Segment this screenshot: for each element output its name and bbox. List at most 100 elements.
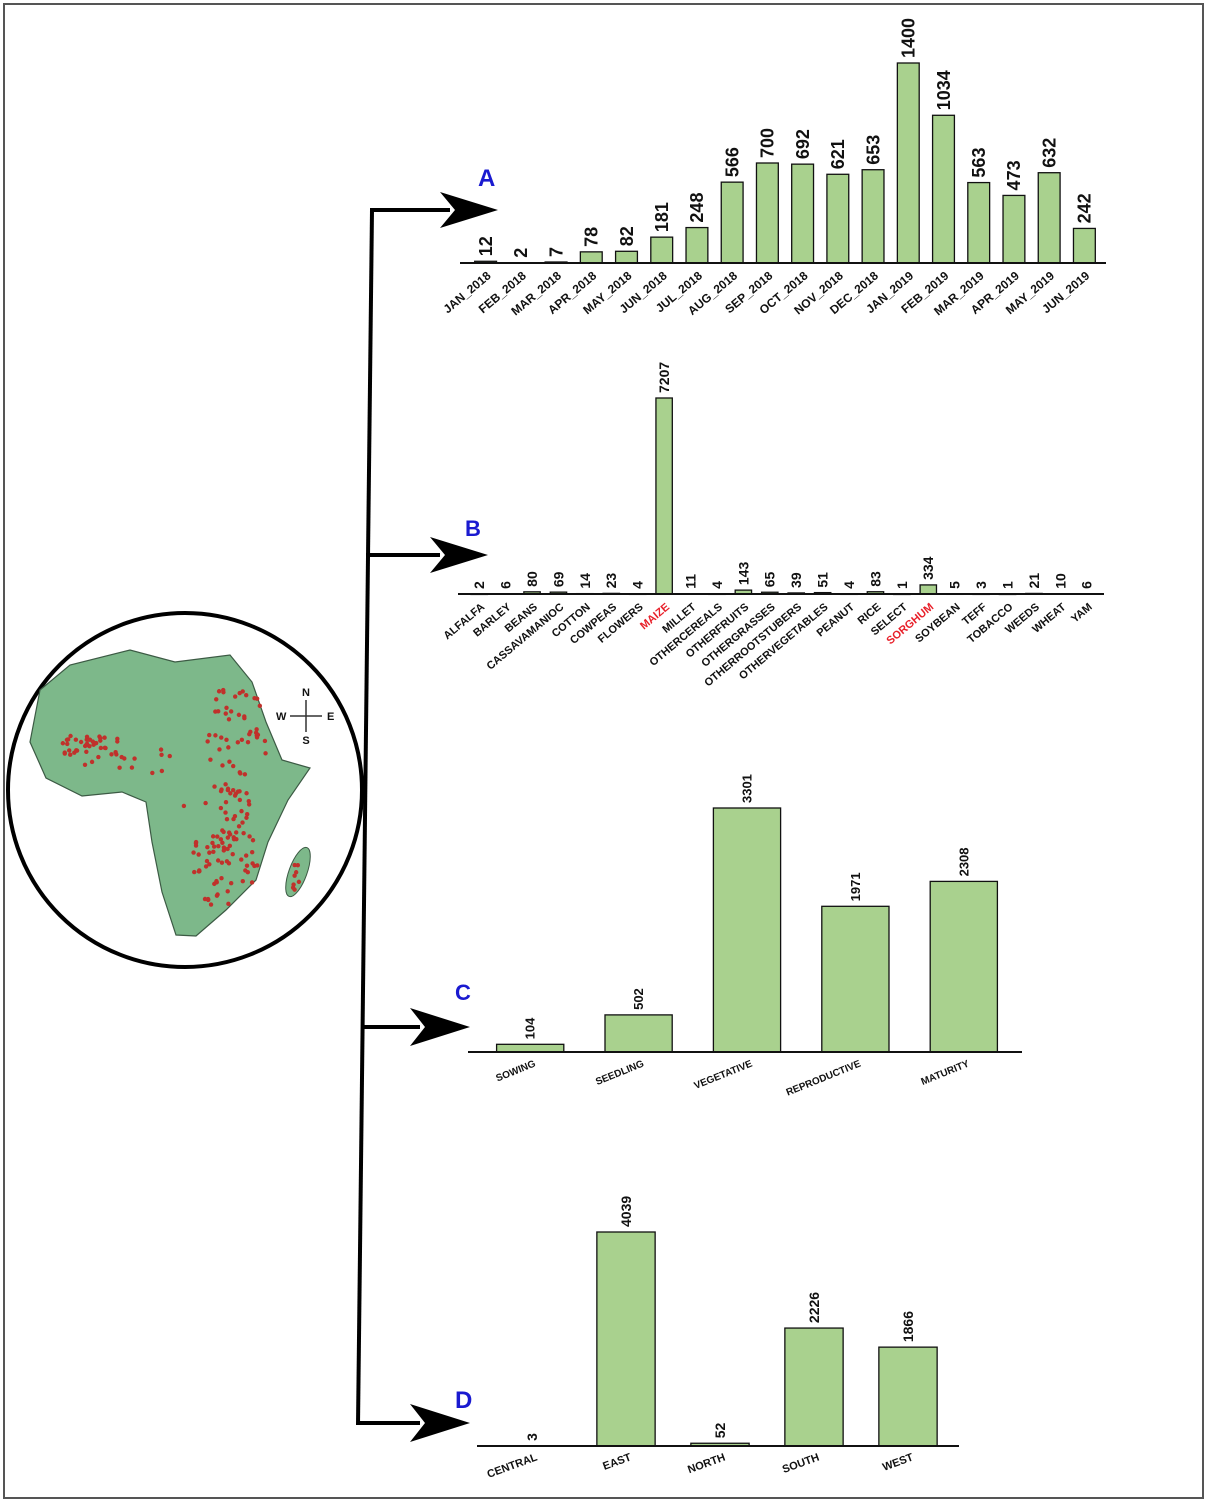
value-label: 3 [973,581,989,589]
category-label: WEST [881,1451,915,1473]
value-label: 563 [969,148,989,178]
bar [784,1327,844,1447]
value-label: 5 [947,581,963,589]
dot [132,756,137,761]
value-label: 3301 [740,774,755,803]
dot [196,852,201,857]
dot [254,727,259,732]
dot [225,787,231,793]
dot [220,840,225,846]
category-label: VEGETATIVE [693,1058,755,1091]
dot [240,820,245,825]
dot [73,737,79,742]
dot [263,751,268,756]
dot [249,850,255,855]
dot [216,843,221,849]
dot [237,690,242,696]
dot [82,762,88,767]
bar [861,169,885,264]
value-label: 69 [550,571,566,587]
bar [1002,194,1026,264]
bar [896,62,920,264]
dot [211,844,217,849]
value-label: 653 [863,135,883,165]
dot [74,748,79,753]
dot [225,835,231,840]
bar [919,584,938,595]
africa-outline [29,649,311,937]
dot [150,770,155,776]
value-label: 2226 [806,1292,822,1323]
dot [233,830,239,835]
compass: N E S W [276,687,334,747]
bar [931,114,956,264]
dot [227,759,232,764]
dot [244,812,250,817]
value-label: 632 [1039,138,1059,168]
dot [244,815,249,820]
dot [68,733,73,739]
value-label: 334 [920,556,936,580]
bar [720,181,744,264]
value-label: 1034 [934,70,954,110]
value-label: 1866 [900,1311,916,1342]
value-label: 4 [709,581,725,589]
dot [225,889,230,894]
value-label: 7207 [656,362,672,393]
dot [230,852,235,857]
dot [231,837,237,842]
compass-n: N [302,687,310,699]
dot [219,875,224,881]
dot [84,734,90,740]
dot [216,689,222,694]
value-label: 143 [735,562,751,586]
dot [221,829,226,835]
dot [223,782,228,787]
dot [241,830,246,836]
dot [224,737,229,743]
dot [191,850,196,855]
dot [225,846,230,852]
bar [685,226,709,264]
category-label: REPRODUCTIVE [785,1058,863,1098]
bar [791,163,815,264]
dot [214,697,219,702]
bar [1037,172,1061,264]
value-label: 7 [546,247,566,257]
dot [215,834,220,839]
dot [212,784,217,789]
dot [205,739,210,744]
dot [239,737,245,743]
dot [230,787,236,793]
dot [235,789,241,794]
dot [252,695,257,701]
compass-e: E [327,711,334,723]
value-label: 10 [1052,573,1068,589]
dot [84,741,90,746]
dot [292,873,297,878]
compass-w: W [276,711,287,723]
dot [204,858,210,864]
value-label: 14 [577,573,593,589]
dot [257,703,263,709]
dot [218,837,224,842]
value-label: 23 [603,573,619,589]
value-label: 181 [652,202,672,232]
dot [219,735,224,740]
bar [878,1346,938,1447]
dot [93,740,99,746]
dot [181,803,187,809]
dot [207,850,212,855]
dot [239,808,244,814]
value-label: 2308 [956,847,971,876]
dot [218,788,224,794]
dot [296,879,302,885]
dot [119,754,124,760]
dot [255,863,260,868]
category-label: YAM [1069,601,1095,625]
dot [235,740,241,745]
value-label: 11 [682,574,698,589]
dot [232,694,238,699]
bar [755,162,779,264]
dot [250,838,256,843]
